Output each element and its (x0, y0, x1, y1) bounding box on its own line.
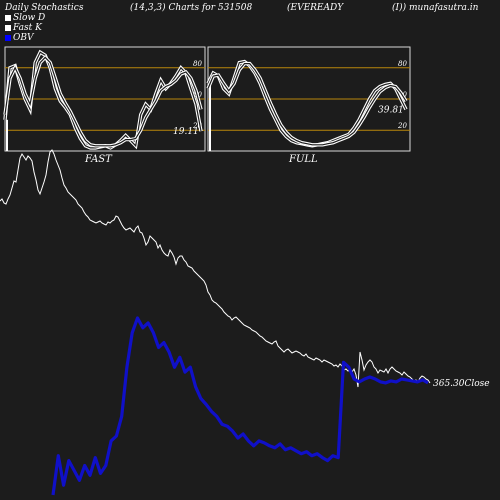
legend-swatch-slow-d (5, 15, 11, 21)
legend-label-obv: OBV (13, 33, 34, 43)
chart-source: (I)) munafasutra.in (392, 3, 479, 13)
fast-level-label-80: 80 (193, 60, 202, 68)
full-last-value: 39.81 (378, 105, 404, 115)
full-panel-title: FULL (288, 154, 318, 165)
chart-title: Daily Stochastics (5, 3, 84, 13)
legend-label-slow-d: Slow D (13, 13, 46, 23)
legend-swatch-fast-k (5, 25, 11, 31)
fast-last-value: 19.11 (173, 127, 199, 137)
price-last-label: 365.30Close (433, 379, 490, 389)
price-line (0, 149, 431, 388)
legend-swatch-obv (5, 35, 11, 41)
legend: Slow D Fast K OBV (5, 13, 45, 43)
legend-item-fast-k: Fast K (5, 23, 45, 33)
fast-level-label-20: 20 (192, 122, 202, 130)
legend-item-obv: OBV (5, 33, 45, 43)
chart-symbol: (EVEREADY (287, 3, 344, 13)
full-level-label-80: 80 (398, 60, 407, 68)
legend-label-fast-k: Fast K (13, 23, 42, 33)
full-series-1 (207, 63, 407, 146)
chart-params: (14,3,3) Charts for 531508 (130, 3, 253, 13)
full-level-label-20: 20 (397, 122, 407, 130)
fast-panel-title: FAST (84, 154, 113, 165)
fast-series-1 (4, 56, 202, 147)
legend-item-slow-d: Slow D (5, 13, 45, 23)
obv-line (51, 316, 429, 496)
